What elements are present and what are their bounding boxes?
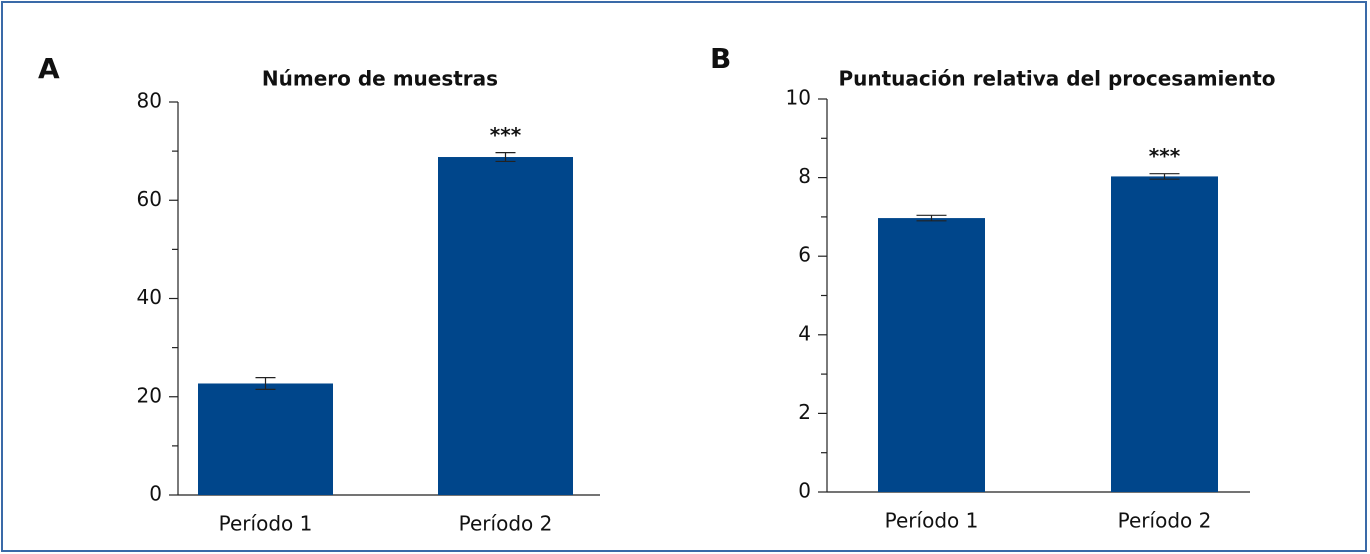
significance: *** — [1149, 144, 1181, 168]
panel-label: B — [710, 42, 731, 75]
x-tick-label: Período 1 — [219, 512, 313, 536]
significance: *** — [490, 123, 522, 147]
bar — [878, 218, 985, 493]
y-tick-label: 8 — [798, 164, 811, 188]
x-tick-label: Período 1 — [885, 509, 979, 533]
y-tick-label: 4 — [798, 321, 811, 345]
y-tick-label: 6 — [798, 243, 811, 267]
y-tick-label: 10 — [786, 86, 811, 110]
y-tick-label: 0 — [798, 479, 811, 503]
chart-title: Puntuación relativa del procesamiento — [838, 67, 1275, 91]
y-tick-label: 0 — [149, 482, 162, 506]
bar — [1111, 176, 1218, 492]
y-tick-label: 20 — [137, 383, 162, 407]
chart-title: Número de muestras — [262, 67, 498, 91]
y-tick-label: 60 — [137, 187, 162, 211]
bar — [198, 383, 333, 495]
panel-label: A — [38, 52, 60, 85]
y-tick-label: 2 — [798, 400, 811, 424]
y-tick-label: 80 — [137, 89, 162, 113]
x-tick-label: Período 2 — [1118, 509, 1212, 533]
x-tick-label: Período 2 — [459, 512, 553, 536]
y-tick-label: 40 — [137, 285, 162, 309]
bar — [438, 157, 573, 495]
